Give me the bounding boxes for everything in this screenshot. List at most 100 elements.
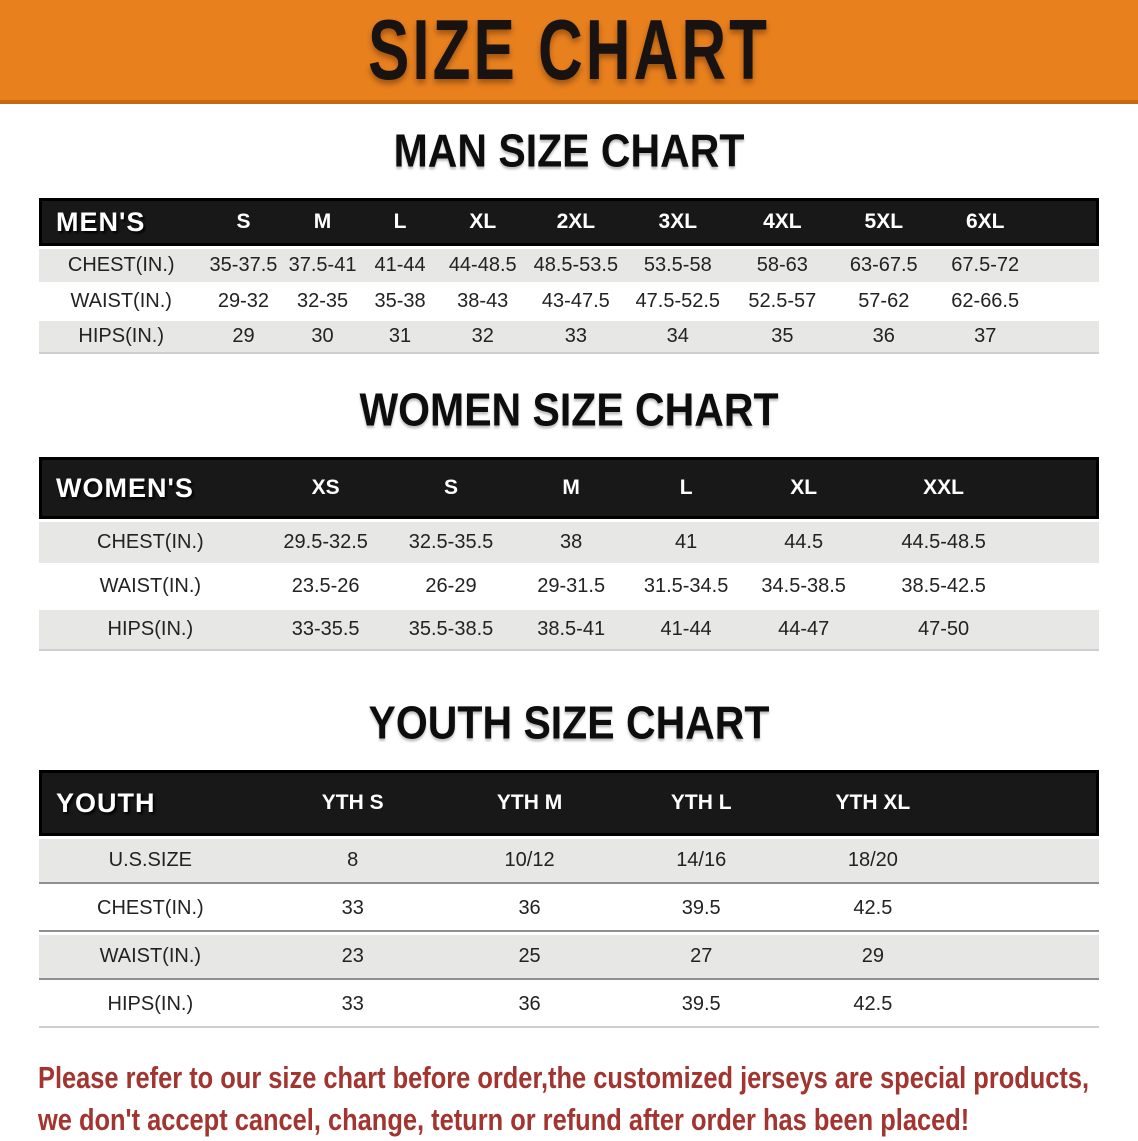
column-header: XL bbox=[438, 198, 527, 246]
filler-cell bbox=[1037, 249, 1099, 282]
size-value-cell: 29-31.5 bbox=[537, 575, 606, 597]
size-value-cell: 42.5 bbox=[787, 887, 959, 932]
size-value-cell: 31 bbox=[361, 321, 439, 354]
size-value-cell: 52.5-57 bbox=[748, 290, 817, 312]
row-label: CHEST(IN.) bbox=[97, 531, 204, 553]
size-value-cell: 32.5-35.5 bbox=[408, 531, 494, 553]
size-value-cell: 42.5 bbox=[787, 983, 959, 1028]
size-value-cell: 67.5-72 bbox=[951, 254, 1020, 276]
size-value-cell: 43-47.5 bbox=[541, 290, 610, 312]
row-label: WAIST(IN.) bbox=[99, 575, 202, 597]
table-row: CHEST(IN.) 33 36 39.5 42.5 bbox=[39, 887, 1099, 932]
size-value-cell: 33 bbox=[261, 983, 444, 1028]
column-header: L bbox=[361, 198, 439, 246]
table-row: WAIST(IN.) 23 25 27 29 bbox=[39, 935, 1099, 980]
size-value-cell: 47.5-52.5 bbox=[635, 290, 721, 312]
size-value-cell: 10/12 bbox=[443, 839, 616, 884]
column-header: 2XL bbox=[526, 198, 625, 246]
column-header: M bbox=[283, 198, 362, 246]
header-row: WOMEN'S XS S M L XL XXL bbox=[39, 457, 1099, 519]
size-value-cell: 41 bbox=[674, 531, 698, 553]
size-value-cell: 23 bbox=[261, 935, 444, 980]
table-row: CHEST(IN.) 35-37.5 37.5-41 41-44 44-48.5 48.5… bbox=[39, 249, 1099, 282]
size-value-cell: 48.5-53.5 bbox=[533, 254, 619, 276]
men-section-heading: MAN SIZE CHART bbox=[0, 125, 1138, 177]
page-title: SIZE CHART bbox=[368, 2, 770, 98]
table-row: HIPS(IN.) 29 30 31 32 33 34 35 36 37 bbox=[39, 321, 1099, 354]
table-row: CHEST(IN.) 29.5-32.5 32.5-35.5 38 41 44.5 44.5… bbox=[39, 522, 1099, 563]
row-label: CHEST(IN.) bbox=[67, 254, 175, 276]
size-value-cell: 44-47 bbox=[742, 610, 866, 651]
size-value-cell: 36 bbox=[443, 983, 616, 1028]
youth-section-heading: YOUTH SIZE CHART bbox=[0, 697, 1138, 749]
women-size-table: WOMEN'S XS S M L XL XXL CHEST(IN.) 29.5-32.5 32.5… bbox=[39, 454, 1099, 654]
size-value-cell: 23.5-26 bbox=[291, 575, 360, 597]
column-header: YTH L bbox=[615, 770, 788, 836]
size-value-cell: 33 bbox=[526, 321, 625, 354]
table-title-cell: YOUTH bbox=[39, 770, 262, 836]
row-label: U.S.SIZE bbox=[39, 839, 262, 884]
filler-cell bbox=[1037, 285, 1099, 318]
order-disclaimer: Please refer to our size chart before or… bbox=[38, 1057, 1138, 1141]
size-value-cell: 34.5-38.5 bbox=[761, 575, 846, 597]
column-header: S bbox=[389, 457, 513, 519]
size-value-cell: 38.5-42.5 bbox=[901, 575, 986, 597]
row-label: HIPS(IN.) bbox=[39, 610, 262, 651]
filler-cell bbox=[1022, 457, 1099, 519]
column-header: XL bbox=[742, 457, 866, 519]
column-header: 3XL bbox=[624, 198, 731, 246]
size-value-cell: 36 bbox=[443, 887, 616, 932]
size-value-cell: 38 bbox=[560, 531, 583, 553]
size-value-cell: 29 bbox=[787, 935, 959, 980]
column-header: S bbox=[203, 198, 284, 246]
size-chart-banner: SIZE CHART bbox=[0, 0, 1138, 104]
size-value-cell: 41-44 bbox=[629, 610, 743, 651]
filler-cell bbox=[958, 887, 1099, 932]
size-value-cell: 38-43 bbox=[457, 290, 509, 312]
size-value-cell: 37 bbox=[933, 321, 1037, 354]
size-value-cell: 37.5-41 bbox=[288, 254, 357, 276]
size-value-cell: 35-38 bbox=[374, 290, 426, 312]
row-label: CHEST(IN.) bbox=[39, 887, 262, 932]
size-value-cell: 62-66.5 bbox=[951, 290, 1020, 312]
size-value-cell: 38.5-41 bbox=[512, 610, 630, 651]
size-value-cell: 63-67.5 bbox=[849, 254, 918, 276]
size-value-cell: 32 bbox=[438, 321, 527, 354]
column-header: L bbox=[629, 457, 743, 519]
youth-section-title: YOUTH SIZE CHART bbox=[368, 697, 770, 749]
column-header: YTH XL bbox=[787, 770, 959, 836]
size-value-cell: 32-35 bbox=[296, 290, 349, 312]
size-value-cell: 31.5-34.5 bbox=[643, 575, 729, 597]
size-value-cell: 33 bbox=[261, 887, 444, 932]
column-header: YTH M bbox=[443, 770, 616, 836]
filler-cell bbox=[1036, 321, 1099, 354]
women-section-title: WOMEN SIZE CHART bbox=[359, 384, 779, 436]
column-header: 6XL bbox=[933, 198, 1037, 246]
size-value-cell: 26-29 bbox=[425, 575, 477, 597]
size-value-cell: 29-32 bbox=[217, 290, 270, 312]
size-value-cell: 39.5 bbox=[615, 983, 788, 1028]
size-value-cell: 47-50 bbox=[865, 610, 1023, 651]
row-label: WAIST(IN.) bbox=[70, 290, 172, 312]
column-header: 4XL bbox=[730, 198, 834, 246]
column-header: M bbox=[512, 457, 630, 519]
size-value-cell: 35 bbox=[730, 321, 834, 354]
table-row: U.S.SIZE 8 10/12 14/16 18/20 bbox=[39, 839, 1099, 884]
table-row: HIPS(IN.) 33 36 39.5 42.5 bbox=[39, 983, 1099, 1028]
size-value-cell: 34 bbox=[624, 321, 731, 354]
row-label: WAIST(IN.) bbox=[39, 935, 262, 980]
column-header: XXL bbox=[865, 457, 1023, 519]
women-section-heading: WOMEN SIZE CHART bbox=[0, 384, 1138, 436]
size-value-cell: 30 bbox=[283, 321, 362, 354]
header-row: MEN'S S M L XL 2XL 3XL 4XL 5XL 6XL bbox=[39, 198, 1099, 246]
size-value-cell: 53.5-58 bbox=[643, 254, 712, 276]
size-value-cell: 27 bbox=[615, 935, 788, 980]
size-value-cell: 44.5 bbox=[784, 531, 824, 553]
column-header: XS bbox=[261, 457, 390, 519]
size-value-cell: 36 bbox=[833, 321, 934, 354]
table-row: HIPS(IN.) 33-35.5 35.5-38.5 38.5-41 41-44 44-… bbox=[39, 610, 1099, 651]
filler-cell bbox=[1022, 522, 1099, 563]
column-header: 5XL bbox=[833, 198, 934, 246]
men-section-title: MAN SIZE CHART bbox=[393, 125, 745, 177]
table-title-cell: MEN'S bbox=[39, 198, 204, 246]
